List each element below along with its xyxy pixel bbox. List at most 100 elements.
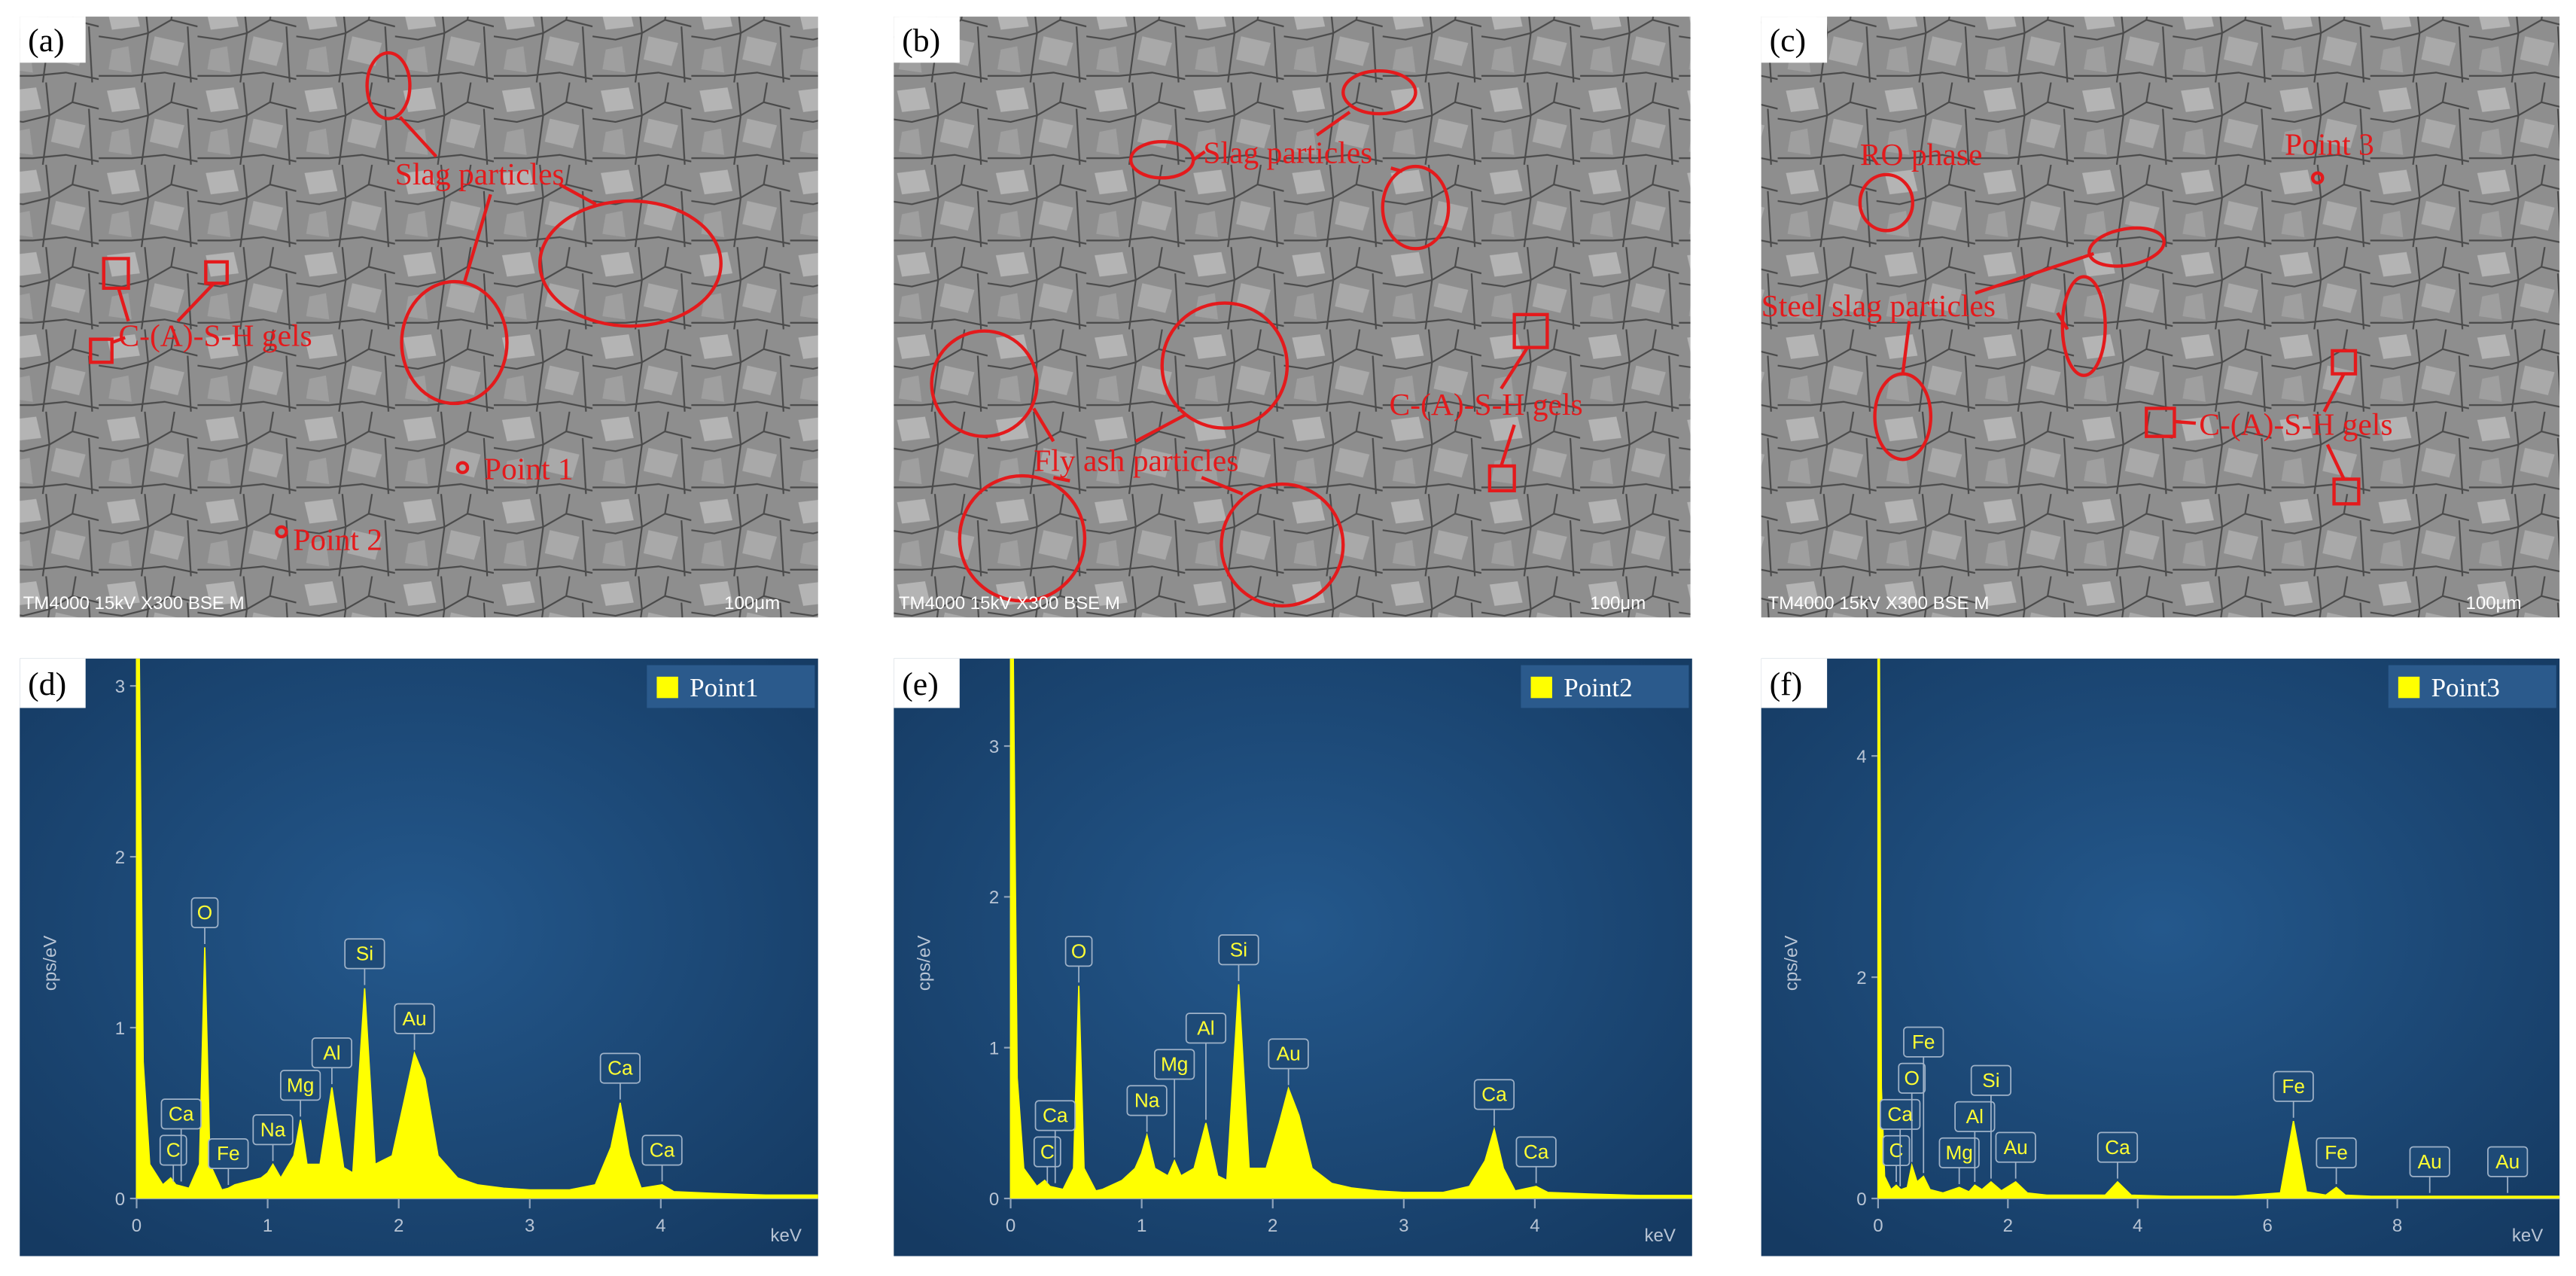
x-tick-label: 0 bbox=[1006, 1216, 1015, 1236]
x-tick-label: 3 bbox=[525, 1216, 534, 1236]
peak-label-box bbox=[2273, 1070, 2314, 1102]
annotation: C-(A)-S-H gels bbox=[1389, 387, 1582, 422]
peak-label-box bbox=[1970, 1064, 2012, 1096]
y-axis-title: cps/eV bbox=[914, 936, 934, 991]
panel-label: (c) bbox=[1770, 23, 1807, 59]
peak-label: Si bbox=[1982, 1069, 1999, 1092]
y-axis-title: cps/eV bbox=[40, 936, 60, 991]
peak-label-box bbox=[1154, 1049, 1195, 1080]
leader-line bbox=[2174, 373, 2346, 480]
caption: TM4000 15kV X300 BSE M bbox=[1768, 593, 1989, 614]
sem-panel-b: (b) Slag particles Fly ash particles C-(… bbox=[894, 17, 1691, 618]
y-tick-label: 1 bbox=[989, 1038, 999, 1058]
x-tick-label: 2 bbox=[1268, 1216, 1277, 1236]
peak-label: Au bbox=[2418, 1150, 2442, 1173]
panel-label: (f) bbox=[1770, 666, 1803, 702]
annotation-box bbox=[204, 260, 229, 285]
peak-label-box bbox=[1473, 1079, 1515, 1110]
peak-label-box bbox=[190, 897, 219, 929]
peak-label-box bbox=[1064, 936, 1093, 967]
leader-line bbox=[111, 282, 215, 345]
peak-label-box bbox=[252, 1114, 294, 1146]
peak-label-box bbox=[311, 1037, 352, 1069]
legend-label: Point2 bbox=[1564, 673, 1632, 702]
peak-label: Al bbox=[323, 1041, 340, 1064]
peak-label: Mg bbox=[287, 1073, 314, 1096]
label-box bbox=[20, 17, 86, 63]
x-tick-label: 2 bbox=[394, 1216, 403, 1236]
x-tick-label: 1 bbox=[263, 1216, 273, 1236]
peak-label: Ca bbox=[1524, 1140, 1549, 1163]
annotation: Point 3 bbox=[2285, 127, 2374, 162]
y-tick-label: 3 bbox=[989, 737, 999, 757]
label-box bbox=[894, 658, 960, 708]
panel-label: (b) bbox=[902, 23, 940, 59]
peak-label: Au bbox=[1277, 1043, 1301, 1065]
panel-label: (e) bbox=[902, 666, 939, 702]
annotation-box bbox=[89, 337, 114, 364]
sem-image bbox=[894, 17, 1691, 618]
x-tick-label: 2 bbox=[2003, 1216, 2013, 1236]
peak-label: Al bbox=[1197, 1017, 1214, 1040]
leader-line bbox=[1192, 111, 1403, 173]
peak-label: C bbox=[1040, 1140, 1055, 1163]
y-tick-label: 2 bbox=[115, 848, 125, 868]
sem-image bbox=[1761, 17, 2560, 618]
annotation: C-(A)-S-H gels bbox=[2199, 407, 2392, 442]
leader-line bbox=[1500, 346, 1529, 467]
annotation-circle bbox=[930, 329, 1039, 438]
peak-label-box bbox=[1903, 1026, 1944, 1058]
peak-label: Ca bbox=[169, 1103, 194, 1125]
leader-line bbox=[1032, 407, 1244, 496]
point-marker bbox=[2310, 171, 2325, 185]
annotation-circle bbox=[1219, 482, 1345, 608]
y-tick-label: 3 bbox=[115, 677, 125, 697]
x-tick-label: 0 bbox=[1873, 1216, 1883, 1236]
peak-label: Si bbox=[356, 943, 373, 965]
peak-label-box bbox=[2316, 1137, 2357, 1168]
annotation: Slag particles bbox=[1203, 136, 1372, 170]
peak-label-box bbox=[160, 1098, 202, 1130]
peak-label: Au bbox=[2004, 1136, 2028, 1159]
peak-label: Ca bbox=[650, 1139, 675, 1162]
spectrum-area bbox=[135, 658, 818, 1199]
peak-label: C bbox=[1889, 1139, 1904, 1162]
legend-swatch bbox=[2398, 676, 2420, 699]
peak-label-box bbox=[1880, 1098, 1921, 1130]
peak-label-box bbox=[1126, 1085, 1168, 1116]
spectrum-area bbox=[1009, 658, 1692, 1199]
legend-swatch bbox=[1530, 676, 1552, 699]
caption: TM4000 15kV X300 BSE M bbox=[899, 593, 1120, 614]
peak-label-box bbox=[1218, 934, 1259, 966]
peak-label: Mg bbox=[1161, 1053, 1188, 1076]
y-tick-label: 2 bbox=[1856, 968, 1866, 988]
peak-label-box bbox=[1898, 1062, 1926, 1094]
peak-label-box bbox=[1882, 1134, 1911, 1167]
scale-bar: 100μm bbox=[724, 593, 780, 614]
peak-label-box bbox=[2096, 1131, 2139, 1163]
x-tick-label: 4 bbox=[656, 1216, 665, 1236]
peak-label-box bbox=[2487, 1146, 2529, 1177]
annotation: RO phase bbox=[1860, 137, 1983, 172]
label-box bbox=[1761, 658, 1828, 708]
peak-label: Ca bbox=[2105, 1136, 2130, 1159]
peak-label-box bbox=[1515, 1136, 1557, 1168]
scale-bar: 100μm bbox=[1590, 593, 1646, 614]
peak-label: Ca bbox=[1043, 1104, 1068, 1127]
annotation-ellipse bbox=[2060, 275, 2107, 377]
peak-label-box bbox=[1268, 1038, 1309, 1070]
annotation: Point 2 bbox=[293, 522, 382, 557]
peak-label: Fe bbox=[2325, 1141, 2348, 1164]
y-tick-label: 0 bbox=[989, 1189, 999, 1210]
peak-label: O bbox=[197, 901, 212, 924]
annotation-circle bbox=[1160, 301, 1290, 430]
annotation-ellipse bbox=[1858, 172, 1914, 233]
peak-label-box bbox=[2409, 1146, 2450, 1177]
sem-panel-a: (a) Slag particles C-(A)-S-H gels Point … bbox=[20, 17, 818, 618]
peak-label: Na bbox=[1134, 1089, 1160, 1112]
peak-label: Ca bbox=[1887, 1103, 1913, 1125]
point-marker bbox=[275, 525, 288, 539]
